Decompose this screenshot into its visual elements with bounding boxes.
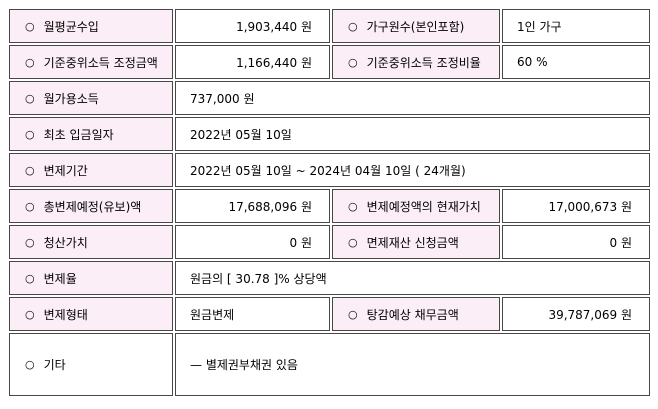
value-cell-repayment-type: 원금변제 — [175, 297, 330, 331]
circle-bullet-icon: ○ — [25, 307, 35, 321]
label-cell-monthly-average-income: ○ 월평균수입 — [9, 9, 173, 43]
value-cell-repayment-period: 2022년 05월 10일 ~ 2024년 04월 10일 ( 24개월) — [175, 153, 650, 187]
table-row-repayment-period: ○ 변제기간 2022년 05월 10일 ~ 2024년 04월 10일 ( 24… — [9, 153, 650, 187]
row-label: 변제형태 — [43, 307, 88, 322]
value-cell-present-value-of-repayment: 17,000,673 원 — [502, 189, 650, 223]
value-cell-exempt-property-requested-amount: 0 원 — [502, 225, 650, 259]
label-cell-liquidation-value: ○ 청산가치 — [9, 225, 173, 259]
value-cell-expected-forgiven-debt: 39,787,069 원 — [502, 297, 650, 331]
row-label: 기준중위소득 조정금액 — [43, 55, 158, 70]
value-cell-total-expected-repayment: 17,688,096 원 — [175, 189, 330, 223]
row-label: 가구원수(본인포함) — [366, 19, 465, 34]
value-cell-liquidation-value: 0 원 — [175, 225, 330, 259]
row-label: 기준중위소득 조정비율 — [366, 55, 481, 70]
circle-bullet-icon: ○ — [25, 271, 35, 285]
label-cell-first-deposit-date: ○ 최초 입금일자 — [9, 117, 173, 151]
label-cell-exempt-property-requested-amount: ○ 면제재산 신청금액 — [332, 225, 500, 259]
circle-bullet-icon: ○ — [25, 235, 35, 249]
table-row-etc: ○ 기타 — 별제권부채권 있음 — [9, 333, 650, 396]
row-label: 탕감예상 채무금액 — [366, 307, 459, 322]
row-label: 변제율 — [43, 271, 77, 286]
circle-bullet-icon: ○ — [348, 199, 358, 213]
table-row-repayment-rate: ○ 변제율 원금의 [ 30.78 ]% 상당액 — [9, 261, 650, 295]
table-row-median-income-adjustment: ○ 기준중위소득 조정금액 1,166,440 원 ○ 기준중위소득 조정비율 60… — [9, 45, 650, 79]
value-cell-median-income-adjustment-ratio: 60 % — [502, 45, 650, 79]
value-cell-household-size: 1인 가구 — [502, 9, 650, 43]
repayment-summary-table: ○ 월평균수입 1,903,440 원 ○ 가구원수(본인포함) 1인 가구 ○ 기준… — [7, 7, 652, 398]
value-cell-monthly-disposable-income: 737,000 원 — [175, 81, 650, 115]
row-label: 월평균수입 — [43, 19, 99, 34]
circle-bullet-icon: ○ — [348, 55, 358, 69]
row-label: 변제기간 — [43, 163, 88, 178]
table-row-liquidation-value: ○ 청산가치 0 원 ○ 면제재산 신청금액 0 원 — [9, 225, 650, 259]
circle-bullet-icon: ○ — [348, 235, 358, 249]
table-row-first-deposit-date: ○ 최초 입금일자 2022년 05월 10일 — [9, 117, 650, 151]
circle-bullet-icon: ○ — [25, 19, 35, 33]
label-cell-household-size: ○ 가구원수(본인포함) — [332, 9, 500, 43]
label-cell-monthly-disposable-income: ○ 월가용소득 — [9, 81, 173, 115]
circle-bullet-icon: ○ — [348, 307, 358, 321]
table-row-total-expected-repayment: ○ 총변제예정(유보)액 17,688,096 원 ○ 변제예정액의 현재가치 17… — [9, 189, 650, 223]
circle-bullet-icon: ○ — [25, 358, 35, 371]
row-label: 최초 입금일자 — [43, 127, 114, 142]
label-cell-median-income-adjusted-amount: ○ 기준중위소득 조정금액 — [9, 45, 173, 79]
row-label: 월가용소득 — [43, 91, 99, 106]
value-cell-etc: — 별제권부채권 있음 — [175, 333, 650, 396]
circle-bullet-icon: ○ — [25, 199, 35, 213]
label-cell-repayment-rate: ○ 변제율 — [9, 261, 173, 295]
label-cell-present-value-of-repayment: ○ 변제예정액의 현재가치 — [332, 189, 500, 223]
row-label: 청산가치 — [43, 235, 88, 250]
circle-bullet-icon: ○ — [25, 163, 35, 177]
value-cell-first-deposit-date: 2022년 05월 10일 — [175, 117, 650, 151]
table-row-repayment-type: ○ 변제형태 원금변제 ○ 탕감예상 채무금액 39,787,069 원 — [9, 297, 650, 331]
circle-bullet-icon: ○ — [348, 19, 358, 33]
label-cell-etc: ○ 기타 — [9, 333, 173, 396]
table-row-monthly-income: ○ 월평균수입 1,903,440 원 ○ 가구원수(본인포함) 1인 가구 — [9, 9, 650, 43]
circle-bullet-icon: ○ — [25, 127, 35, 141]
value-cell-median-income-adjusted-amount: 1,166,440 원 — [175, 45, 330, 79]
label-cell-median-income-adjustment-ratio: ○ 기준중위소득 조정비율 — [332, 45, 500, 79]
row-label: 면제재산 신청금액 — [366, 235, 459, 250]
label-cell-total-expected-repayment: ○ 총변제예정(유보)액 — [9, 189, 173, 223]
table-row-monthly-disposable-income: ○ 월가용소득 737,000 원 — [9, 81, 650, 115]
label-cell-expected-forgiven-debt: ○ 탕감예상 채무금액 — [332, 297, 500, 331]
circle-bullet-icon: ○ — [25, 91, 35, 105]
row-label: 기타 — [43, 358, 66, 372]
row-label: 변제예정액의 현재가치 — [366, 199, 481, 214]
label-cell-repayment-type: ○ 변제형태 — [9, 297, 173, 331]
row-label: 총변제예정(유보)액 — [43, 199, 142, 214]
label-cell-repayment-period: ○ 변제기간 — [9, 153, 173, 187]
value-cell-monthly-average-income: 1,903,440 원 — [175, 9, 330, 43]
value-cell-repayment-rate: 원금의 [ 30.78 ]% 상당액 — [175, 261, 650, 295]
circle-bullet-icon: ○ — [25, 55, 35, 69]
